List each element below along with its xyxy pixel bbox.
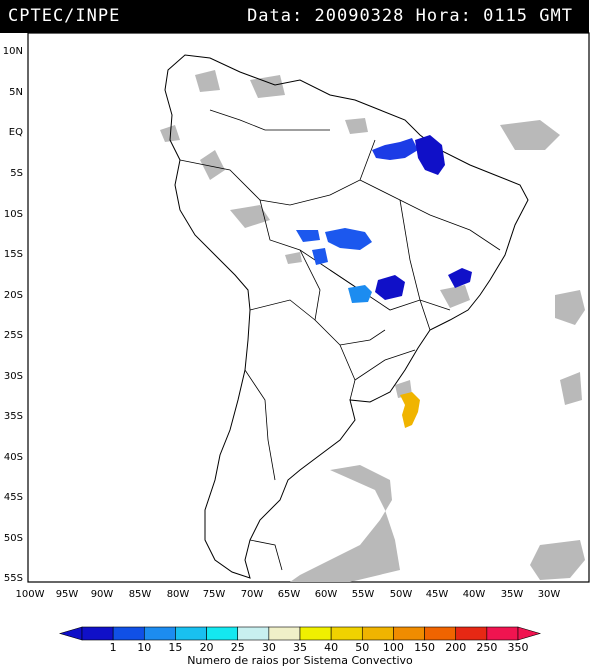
legend-tick-label: 200 [445, 641, 466, 654]
lon-label: 45W [426, 589, 449, 600]
legend-tick-label: 1 [110, 641, 117, 654]
lon-label: 55W [352, 589, 375, 600]
header-bar: CPTEC/INPE Data: 20090328 Hora: 0115 GMT [0, 0, 589, 33]
coastline [164, 54, 529, 579]
org-title: CPTEC/INPE [8, 6, 121, 26]
legend-tick-label: 50 [355, 641, 369, 654]
legend-tick-label: 40 [324, 641, 338, 654]
lat-label: 55S [4, 573, 23, 584]
legend-tick-label: 100 [383, 641, 404, 654]
timestamp: Data: 20090328 Hora: 0115 GMT [247, 6, 573, 26]
color-legend: 1 10 15 20 25 30 35 40 50 100 150 200 250 350 [58, 626, 542, 654]
legend-tick-label: 20 [200, 641, 214, 654]
timezone: GMT [539, 6, 573, 26]
lon-label: 75W [203, 589, 226, 600]
lat-label: 15S [4, 249, 23, 260]
lon-label: 80W [167, 589, 190, 600]
legend-swatch [143, 626, 176, 641]
legend-swatch [206, 626, 239, 641]
lat-label: EQ [9, 127, 23, 138]
legend-swatch [299, 626, 332, 641]
legend-swatch [237, 626, 270, 641]
lon-label: 40W [463, 589, 486, 600]
legend-tick-label: 30 [262, 641, 276, 654]
lat-label: 10N [3, 46, 23, 57]
lat-label: 20S [4, 290, 23, 301]
legend-swatch [455, 626, 488, 641]
legend-swatch [81, 626, 114, 641]
time-label: Hora: [415, 6, 472, 26]
lat-label: 40S [4, 452, 23, 463]
map-frame [27, 32, 590, 583]
lon-label: 95W [56, 589, 79, 600]
system-maranhao [415, 135, 445, 175]
lon-label: 85W [129, 589, 152, 600]
legend-tick-label: 35 [293, 641, 307, 654]
legend-tick-label: 350 [508, 641, 529, 654]
lon-label: 35W [501, 589, 524, 600]
country-borders [179, 109, 501, 571]
date-value: 20090328 [314, 6, 405, 26]
lon-label: 30W [538, 589, 561, 600]
legend-swatch [112, 626, 145, 641]
lat-label: 10S [4, 209, 23, 220]
lon-label: 90W [91, 589, 114, 600]
legend-swatch [393, 626, 425, 641]
legend-swatch [424, 626, 457, 641]
lon-label: 60W [315, 589, 338, 600]
lightning-map: 10N 5N EQ 5S 10S 15S 20S 25S 30S 35S 40S… [3, 32, 590, 600]
legend-swatch [330, 626, 363, 641]
system-amazon-mouth [372, 138, 418, 160]
lat-label: 30S [4, 371, 23, 382]
system-sao-paulo [375, 275, 405, 300]
lat-label: 5S [10, 168, 23, 179]
legend-arrow-high [517, 626, 542, 641]
cloud-cover [160, 70, 585, 582]
lon-label: 65W [278, 589, 301, 600]
legend-swatch [268, 626, 301, 641]
legend-tick-label: 250 [476, 641, 497, 654]
legend-tick-label: 10 [137, 641, 151, 654]
lat-label: 25S [4, 330, 23, 341]
legend-swatch [175, 626, 207, 641]
lon-label: 50W [390, 589, 413, 600]
legend-arrow-low [58, 626, 83, 641]
system-mato-grosso-north [325, 228, 372, 250]
lat-label: 5N [9, 87, 23, 98]
lat-label: 45S [4, 492, 23, 503]
lon-labels: 100W 95W 90W 85W 80W 75W 70W 65W 60W 55W… [16, 589, 561, 600]
lat-labels: 10N 5N EQ 5S 10S 15S 20S 25S 30S 35S 40S… [3, 46, 23, 584]
date-label: Data: [247, 6, 304, 26]
system-mato-grosso-west [296, 230, 320, 242]
time-value: 0115 [483, 6, 529, 26]
system-minas-gerais [448, 268, 472, 288]
system-mato-grosso-south [312, 248, 328, 265]
legend-tick-label: 25 [231, 641, 245, 654]
convective-systems [296, 135, 472, 428]
legend-swatch [486, 626, 519, 641]
lat-label: 50S [4, 533, 23, 544]
legend-tick-label: 150 [414, 641, 435, 654]
lon-label: 70W [241, 589, 264, 600]
lon-label: 100W [16, 589, 45, 600]
lat-label: 35S [4, 411, 23, 422]
legend-tick-label: 15 [168, 641, 182, 654]
system-atlantic [400, 392, 420, 428]
legend-title: Numero de raios por Sistema Convectivo [187, 654, 413, 667]
system-mato-grosso-do-sul [348, 285, 372, 303]
legend-swatch [361, 626, 394, 641]
